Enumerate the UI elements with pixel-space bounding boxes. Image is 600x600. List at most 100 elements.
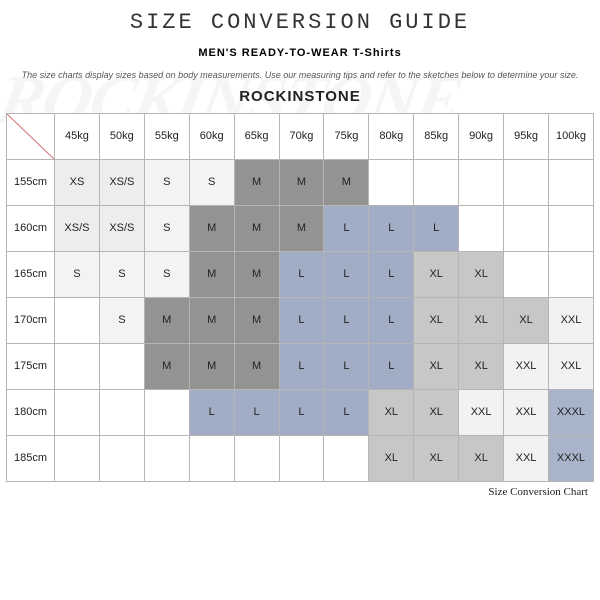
brand-name: ROCKINSTONE [0,88,600,105]
size-cell [144,435,189,481]
size-cell: L [324,343,369,389]
col-header-5: 70kg [279,113,324,159]
size-cell [324,435,369,481]
size-cell [279,435,324,481]
col-header-10: 95kg [504,113,549,159]
size-cell: L [324,389,369,435]
size-cell: L [369,297,414,343]
size-cell: L [189,389,234,435]
size-cell [99,343,144,389]
size-cell: L [414,205,459,251]
size-cell [55,389,100,435]
size-cell [55,343,100,389]
size-cell: XL [504,297,549,343]
size-cell: XL [369,389,414,435]
col-header-11: 100kg [548,113,593,159]
row-header-1: 160cm [7,205,55,251]
header: SIZE CONVERSION GUIDE MEN'S READY-TO-WEA… [0,0,600,113]
size-cell: L [324,205,369,251]
size-cell [504,205,549,251]
size-cell [99,389,144,435]
size-cell: XS [55,159,100,205]
size-cell: XL [459,435,504,481]
size-cell: L [234,389,279,435]
size-cell: XL [369,435,414,481]
subtitle-prefix: MEN'S READY-TO-WEAR [198,47,352,59]
size-cell [414,159,459,205]
description: The size charts display sizes based on b… [0,69,600,82]
size-cell: XXL [504,435,549,481]
size-cell [369,159,414,205]
size-cell: M [144,343,189,389]
row-header-5: 180cm [7,389,55,435]
size-cell: XL [459,251,504,297]
col-header-2: 55kg [144,113,189,159]
col-header-9: 90kg [459,113,504,159]
size-cell [548,205,593,251]
size-cell: L [369,205,414,251]
size-cell: XL [414,297,459,343]
subtitle: MEN'S READY-TO-WEAR T-Shirts [0,47,600,59]
size-cell: XS/S [55,205,100,251]
row-header-0: 155cm [7,159,55,205]
size-cell: XXL [548,297,593,343]
size-cell: S [144,251,189,297]
size-cell: S [55,251,100,297]
size-cell: S [144,159,189,205]
size-cell: XXXL [548,389,593,435]
subtitle-product: T-Shirts [353,47,402,59]
col-header-0: 45kg [55,113,100,159]
size-cell: S [144,205,189,251]
size-cell: XXXL [548,435,593,481]
size-cell: M [189,297,234,343]
size-cell [504,251,549,297]
size-cell [55,297,100,343]
size-cell: M [324,159,369,205]
size-cell [234,435,279,481]
size-cell: XXL [548,343,593,389]
size-cell [459,159,504,205]
size-cell: XS/S [99,205,144,251]
size-cell: XL [459,343,504,389]
size-cell: M [279,159,324,205]
size-cell [144,389,189,435]
size-cell: L [324,297,369,343]
size-cell: M [234,251,279,297]
size-cell: XL [414,343,459,389]
size-cell: M [144,297,189,343]
size-cell: XL [414,251,459,297]
size-cell: M [189,251,234,297]
corner-cell [7,113,55,159]
size-cell: M [234,297,279,343]
size-cell: M [234,205,279,251]
size-cell: XL [459,297,504,343]
size-cell: L [279,297,324,343]
size-cell [189,435,234,481]
size-cell: XXL [504,343,549,389]
size-cell: M [234,343,279,389]
caption: Size Conversion Chart [0,482,600,498]
row-header-3: 170cm [7,297,55,343]
page-title: SIZE CONVERSION GUIDE [0,10,600,35]
size-cell [99,435,144,481]
size-cell [548,251,593,297]
size-cell: L [279,343,324,389]
size-cell: L [369,343,414,389]
size-cell: S [99,297,144,343]
row-header-6: 185cm [7,435,55,481]
size-cell: M [234,159,279,205]
col-header-3: 60kg [189,113,234,159]
size-cell: XXL [504,389,549,435]
size-cell [459,205,504,251]
size-cell: L [279,251,324,297]
size-cell: S [189,159,234,205]
size-cell: S [99,251,144,297]
size-table-container: 45kg50kg55kg60kg65kg70kg75kg80kg85kg90kg… [0,113,600,482]
size-cell: XXL [459,389,504,435]
size-cell [55,435,100,481]
col-header-6: 75kg [324,113,369,159]
col-header-7: 80kg [369,113,414,159]
row-header-4: 175cm [7,343,55,389]
col-header-1: 50kg [99,113,144,159]
size-cell: L [324,251,369,297]
